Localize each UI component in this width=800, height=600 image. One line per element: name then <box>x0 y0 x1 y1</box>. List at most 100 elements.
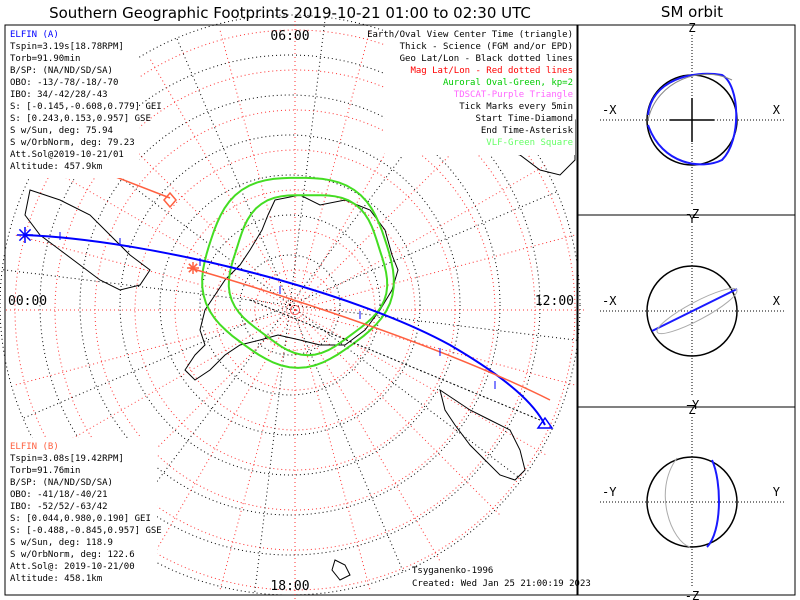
geo-lat-circle <box>159 174 421 436</box>
orbit-label-bottom: -Z <box>685 207 699 221</box>
elfin-a-name: ELFIN (A) <box>10 30 59 40</box>
orbit-label-bottom: -Z <box>685 589 699 600</box>
created-timestamp: Created: Wed Jan 25 21:00:19 2023 <box>412 579 591 589</box>
orbit-label-top: Z <box>688 21 695 35</box>
map-frame <box>4 24 578 596</box>
mag-lon-line <box>219 29 296 311</box>
mag-lon-line <box>14 309 296 386</box>
geo-lat-circle <box>39 54 541 556</box>
elfin-b-info-line: IBO: -52/52/-63/42 <box>10 502 108 512</box>
mag-lon-line <box>14 234 296 311</box>
elfin-b-info-line: OBO: -41/18/-40/21 <box>10 490 108 500</box>
orbit-title: SM orbit <box>661 3 723 21</box>
auroral-oval-inner <box>227 194 389 357</box>
sm-orbit-panels: Z -Z -X X Y -Y -X X Z -Z -Y Y <box>600 21 785 600</box>
geo-lat-circle <box>79 94 501 516</box>
clock-label-right: 12:00 <box>535 294 574 309</box>
elfin-a-info: ELFIN (A) Tspin=3.19s[18.78RPM] Torb=91.9… <box>7 28 162 178</box>
elfin-b-info-line: Tspin=3.08s[19.42RPM] <box>10 454 124 464</box>
clock-label-top: 06:00 <box>270 29 309 44</box>
legend: Earth/Oval View Center Time (triangle) Th… <box>367 27 575 155</box>
mag-lon-line <box>43 309 296 456</box>
elfin-a-orbit <box>651 288 738 332</box>
legend-entry: VLF-Green Square <box>486 138 573 148</box>
geo-lon-line <box>289 304 404 573</box>
mag-lon-line <box>294 29 371 311</box>
elfin-a-info-line: IBO: 34/-42/28/-43 <box>10 90 108 100</box>
auroral-oval-outer <box>201 176 395 369</box>
mag-lon-line <box>219 309 296 591</box>
mag-lon-line <box>294 104 501 311</box>
mag-lon-line <box>294 309 501 516</box>
legend-entry: Start Time-Diamond <box>475 114 573 124</box>
geo-lon-line <box>2 269 291 306</box>
geo-lon-line <box>176 37 291 306</box>
elfin-b-info-line: S: [0.044,0.980,0.190] GEI <box>10 514 151 524</box>
model-credit: Tsyganenko-1996 <box>412 566 493 576</box>
geo-lon-line <box>289 304 522 480</box>
elfin-b-info-line: S w/OrbNorm, deg: 122.6 <box>10 550 135 560</box>
elfin-b-orbit <box>656 287 738 335</box>
geo-lon-line <box>289 304 578 341</box>
legend-entry: Geo Lat/Lon - Black dotted lines <box>400 54 573 64</box>
earth-circle <box>646 265 738 357</box>
island-outline <box>331 559 351 581</box>
elfin-b-info-line: Altitude: 458.1km <box>10 574 102 584</box>
elfin-a-track <box>24 234 546 426</box>
australia-outline <box>24 189 151 291</box>
mag-lon-line <box>149 309 296 562</box>
orbit-panel-1: Z -Z -X X <box>600 21 785 221</box>
orbit-label-left: -X <box>602 103 617 117</box>
mag-lon-line <box>294 309 441 562</box>
geo-lon-line <box>289 191 558 306</box>
legend-entry: Thick - Science (FGM and/or EPD) <box>400 42 573 52</box>
orbit-panel-3: Z -Z -Y Y <box>600 403 785 600</box>
geo-lon-line <box>289 73 465 306</box>
orbit-label-right: Y <box>773 485 781 499</box>
elfin-a-info-line: Tspin=3.19s[18.78RPM] <box>10 42 124 52</box>
main-title: Southern Geographic Footprints 2019-10-2… <box>49 4 531 22</box>
orbit-label-left: -X <box>602 294 617 308</box>
mag-lon-line <box>149 58 296 311</box>
geo-lon-line <box>289 17 326 306</box>
orbit-label-top: Y <box>688 212 696 226</box>
elfin-b-orbit <box>664 457 691 548</box>
elfin-a-info-line: B/SP: (NA/ND/SD/SA) <box>10 66 113 76</box>
geo-lon-line <box>115 304 291 537</box>
elfin-b-name: ELFIN (B) <box>10 442 59 452</box>
mag-lon-line <box>294 309 547 456</box>
mag-lon-line <box>294 164 547 311</box>
elfin-b-asterisk <box>188 263 198 273</box>
geo-lon-line <box>22 304 291 419</box>
earth-circle <box>646 456 738 548</box>
clock-label-left: 00:00 <box>8 294 47 309</box>
elfin-b-info-line: Att.Sol@: 2019-10-21/00 <box>10 562 135 572</box>
orbit-panel-2: Y -Y -X X <box>600 212 785 412</box>
mag-lon-line <box>294 58 441 311</box>
elfin-b-start-diamond <box>163 191 177 209</box>
orbit-label-top: Z <box>688 403 695 417</box>
mag-lon-line <box>294 309 576 386</box>
elfin-a-orbit <box>647 72 738 166</box>
orbit-panel-frame-3 <box>577 406 796 596</box>
orbit-label-left: -Y <box>602 485 617 499</box>
elfin-a-info-line: S w/Sun, deg: 75.94 <box>10 126 113 136</box>
elfin-a-view-center-triangle <box>536 416 554 429</box>
africa-outline <box>439 388 526 481</box>
elfin-a-end-asterisk <box>18 228 32 242</box>
elfin-a-info-line: S w/OrbNorm, deg: 79.23 <box>10 138 135 148</box>
mag-lon-line <box>43 164 296 311</box>
clock-label-bottom: 18:00 <box>270 579 309 594</box>
mag-lon-line <box>294 309 371 591</box>
elfin-b-info-line: Torb=91.76min <box>10 466 80 476</box>
legend-entry: Mag Lat/Lon - Red dotted lines <box>410 66 573 76</box>
legend-entry: Earth/Oval View Center Time (triangle) <box>367 30 573 40</box>
geo-lat-circle <box>239 254 341 356</box>
legend-entry: End Time-Asterisk <box>481 126 574 136</box>
elfin-a-info-line: S: [-0.145,-0.608,0.779] GEI <box>10 102 162 112</box>
elfin-b-info-line: S: [-0.488,-0.845,0.957] GSE <box>10 526 162 536</box>
orbit-label-right: X <box>773 294 781 308</box>
view-center-line <box>249 299 541 421</box>
legend-entry: Tick Marks every 5min <box>459 102 573 112</box>
